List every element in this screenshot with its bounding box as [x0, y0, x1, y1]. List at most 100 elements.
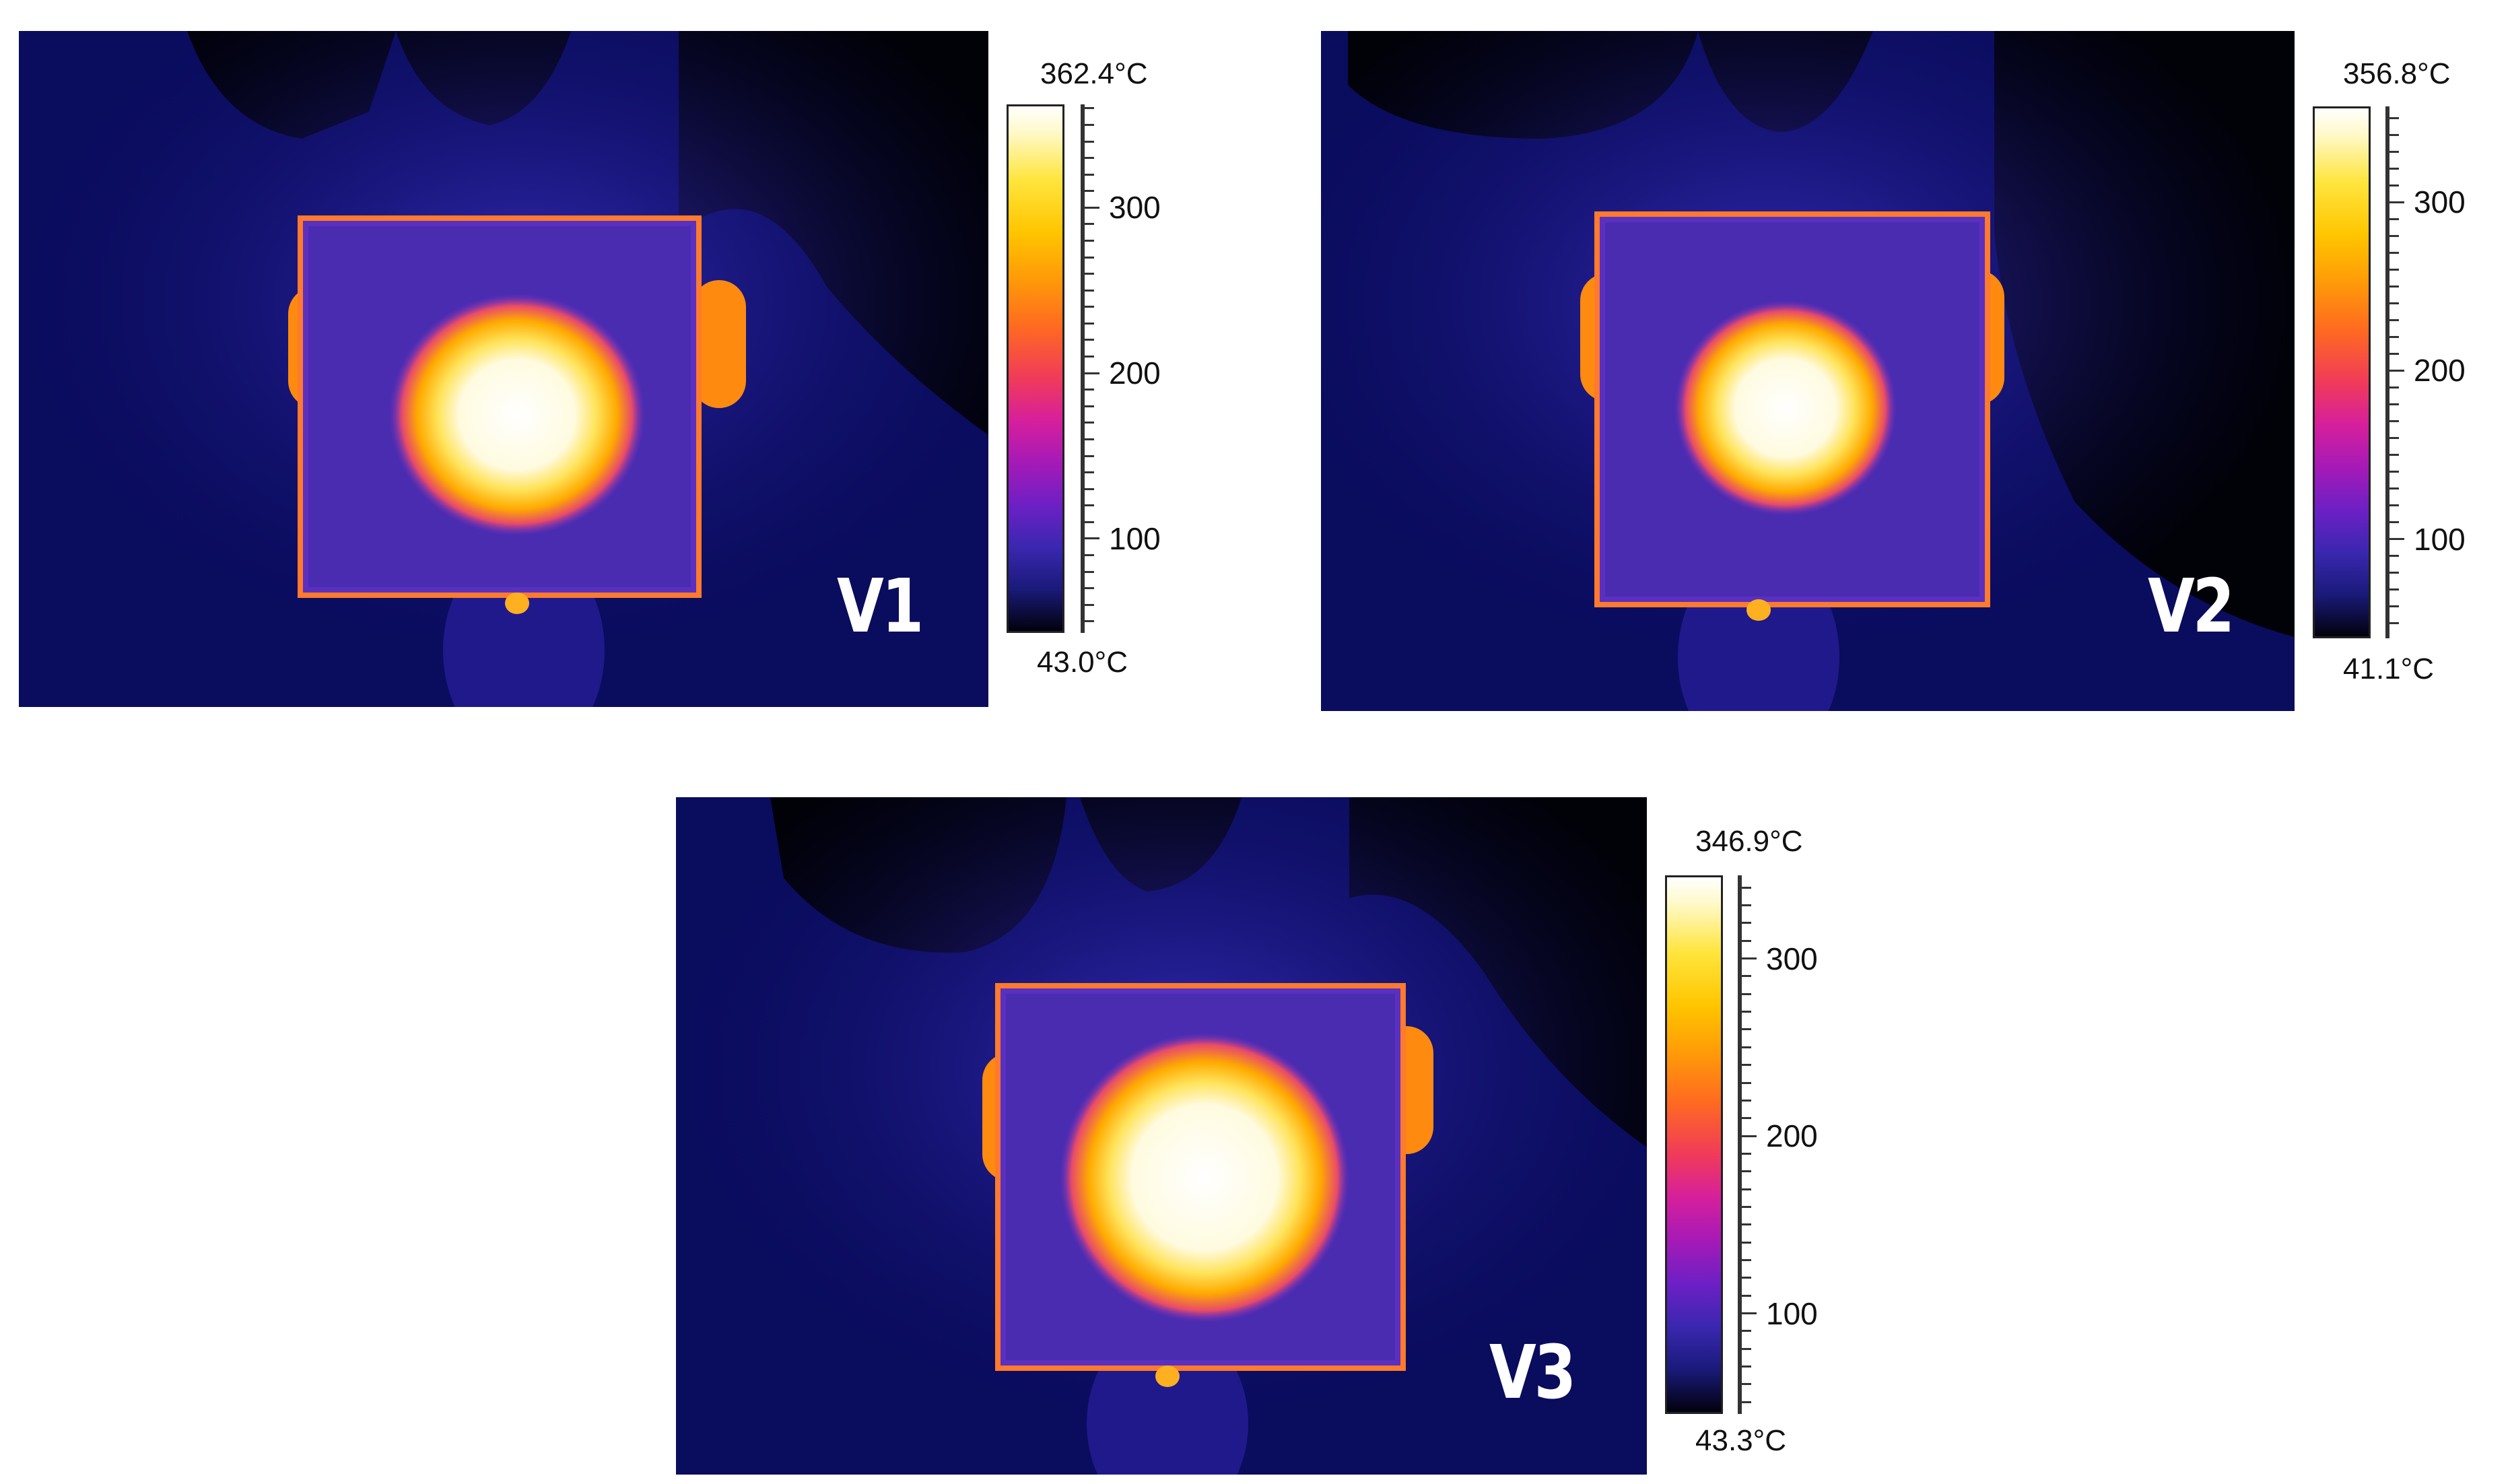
scale-tick-label: 200 — [1109, 356, 1161, 391]
panel-label-v2: V2 — [2148, 563, 2235, 649]
scale-minor-tick — [1742, 992, 1751, 995]
scale-minor-tick — [1742, 1401, 1751, 1403]
scale-minor-tick — [1742, 886, 1751, 889]
scale-minor-tick — [1085, 603, 1094, 606]
scale-minor-tick — [1085, 356, 1094, 358]
scale-minor-tick — [2389, 234, 2399, 237]
scale-minor-tick — [2389, 453, 2399, 456]
scale-minor-tick — [2389, 386, 2399, 389]
scale-minor-tick — [1085, 123, 1094, 126]
color-scale-v3: 346.9°C 43.3°C 300 200 100 — [1665, 820, 1887, 1466]
scale-axis-v3 — [1738, 875, 1742, 1414]
scale-tick-label: 100 — [2414, 521, 2466, 557]
scale-minor-tick — [1085, 173, 1094, 176]
scale-minor-tick — [2389, 572, 2399, 574]
scale-minor-tick — [1742, 1294, 1751, 1297]
scale-minor-tick — [2389, 419, 2399, 422]
scale-major-tick — [1742, 1135, 1757, 1137]
scale-minor-tick — [1085, 107, 1094, 110]
scale-minor-tick — [1085, 438, 1094, 440]
scale-minor-tick — [2389, 184, 2399, 187]
scale-minor-tick — [2389, 588, 2399, 591]
scale-minor-tick — [2389, 268, 2399, 271]
scale-minor-tick — [1085, 520, 1094, 523]
scale-minor-tick — [1085, 273, 1094, 275]
scale-minor-tick — [2389, 217, 2399, 220]
scale-minor-tick — [1742, 1365, 1751, 1368]
scale-minor-tick — [2389, 150, 2399, 153]
thermal-image-v2: V2 — [1321, 31, 2295, 711]
scale-minor-tick — [1085, 223, 1094, 226]
scale-minor-tick — [1742, 1205, 1751, 1208]
thermal-image-v3: V3 — [676, 797, 1647, 1475]
scale-max-label-v1: 362.4°C — [1040, 57, 1148, 90]
scale-minor-tick — [2389, 133, 2399, 136]
color-scale-v2: 356.8°C 41.1°C 300 200 100 — [2313, 54, 2508, 694]
scale-max-label-v2: 356.8°C — [2343, 57, 2451, 90]
scale-tick-label: 200 — [1766, 1118, 1818, 1154]
scale-minor-tick — [1085, 240, 1094, 242]
panel-label-v1: V1 — [837, 563, 924, 649]
scale-minor-tick — [1742, 1383, 1751, 1386]
scale-minor-tick — [2389, 251, 2399, 254]
scale-minor-tick — [1085, 487, 1094, 490]
color-scale-v1: 362.4°C 43.0°C 300 200 100 — [1007, 54, 1229, 687]
scale-minor-tick — [2389, 167, 2399, 170]
scale-minor-tick — [1742, 1011, 1751, 1013]
scale-minor-tick — [2389, 403, 2399, 405]
scale-minor-tick — [1742, 1028, 1751, 1031]
scale-minor-tick — [1085, 405, 1094, 407]
scale-minor-tick — [1742, 1064, 1751, 1067]
scale-min-label-v1: 43.0°C — [1037, 646, 1128, 679]
scale-axis-v1 — [1081, 104, 1085, 633]
scale-minor-tick — [1085, 471, 1094, 474]
scale-minor-tick — [1742, 1081, 1751, 1084]
scale-gradient-bar-v1 — [1007, 104, 1064, 633]
scale-major-tick — [1085, 206, 1099, 209]
scale-minor-tick — [2389, 318, 2399, 321]
scale-minor-tick — [1085, 421, 1094, 424]
scale-axis-v2 — [2385, 106, 2389, 638]
scale-minor-tick — [1085, 190, 1094, 193]
scale-minor-tick — [2389, 471, 2399, 473]
scale-minor-tick — [1742, 1259, 1751, 1262]
scale-minor-tick — [1085, 389, 1094, 391]
scale-major-tick — [1085, 372, 1099, 374]
scale-minor-tick — [2389, 622, 2399, 625]
scale-tick-label: 300 — [1109, 190, 1161, 226]
scale-minor-tick — [1085, 570, 1094, 573]
scale-min-label-v2: 41.1°C — [2343, 652, 2435, 685]
scale-minor-tick — [2389, 352, 2399, 355]
scale-minor-tick — [1085, 322, 1094, 325]
scale-minor-tick — [2389, 521, 2399, 524]
scale-minor-tick — [1742, 1241, 1751, 1244]
scale-minor-tick — [1085, 306, 1094, 308]
thermal-scene-v2 — [1321, 31, 2295, 711]
scale-minor-tick — [1742, 1046, 1751, 1048]
scale-minor-tick — [2389, 302, 2399, 304]
scale-major-tick — [1085, 537, 1099, 540]
panel-label-v3: V3 — [1489, 1329, 1576, 1415]
scale-tick-label: 300 — [2414, 184, 2466, 220]
scale-minor-tick — [1742, 1223, 1751, 1226]
scale-minor-tick — [1742, 1170, 1751, 1173]
scale-minor-tick — [1742, 1152, 1751, 1155]
scale-minor-tick — [2389, 335, 2399, 338]
scale-min-label-v3: 43.3°C — [1695, 1424, 1787, 1457]
scale-minor-tick — [2389, 504, 2399, 507]
scale-minor-tick — [1085, 339, 1094, 341]
scale-major-tick — [2389, 201, 2404, 203]
scale-minor-tick — [2389, 605, 2399, 608]
scale-minor-tick — [1742, 1277, 1751, 1279]
scale-minor-tick — [1085, 504, 1094, 507]
scale-minor-tick — [1085, 454, 1094, 457]
scale-minor-tick — [1742, 904, 1751, 907]
scale-tick-label: 100 — [1109, 520, 1161, 556]
scale-minor-tick — [1742, 922, 1751, 924]
scale-major-tick — [1742, 957, 1757, 960]
scale-minor-tick — [2389, 487, 2399, 490]
scale-minor-tick — [1742, 939, 1751, 942]
scale-minor-tick — [1085, 289, 1094, 292]
scale-minor-tick — [1085, 140, 1094, 143]
thermal-scene-v3 — [676, 797, 1647, 1475]
